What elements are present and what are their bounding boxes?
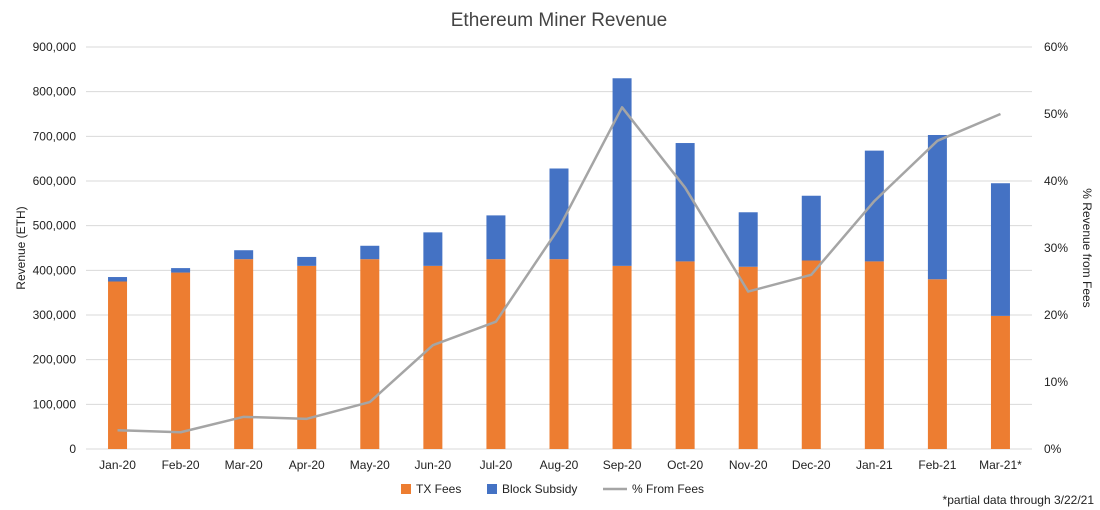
bar-block-subsidy: [990, 183, 1010, 316]
y-tick-label: 600,000: [33, 174, 77, 188]
bar-tx-fees: [423, 265, 443, 449]
fee-share-line: [117, 106, 1001, 434]
x-tick-label: May-20: [350, 458, 390, 472]
legend-label-block-subsidy: Block Subsidy: [502, 482, 577, 496]
y-axis-label: Revenue (ETH): [14, 206, 28, 289]
bar-tx-fees: [549, 259, 569, 449]
y-tick-label: 800,000: [33, 85, 77, 99]
y2-axis-label: % Revenue from Fees: [1080, 188, 1094, 307]
bar-block-subsidy: [171, 268, 191, 273]
bar-block-subsidy: [675, 143, 695, 262]
x-tick-label: Jun-20: [415, 458, 452, 472]
bar-tx-fees: [234, 259, 254, 449]
x-axis-ticks: Jan-20 Feb-20 Mar-20 Apr-20 May-20 Jun-20 Jul-…: [99, 458, 1022, 472]
x-tick-label: Nov-20: [729, 458, 768, 472]
bar-tx-fees: [927, 279, 947, 449]
x-tick-label: Aug-20: [540, 458, 579, 472]
left-axis-ticks: 0 100,000 200,000 300,000 400,000 500,000 600,…: [33, 40, 77, 456]
bar-block-subsidy: [297, 256, 317, 266]
bar-block-subsidy: [612, 78, 632, 266]
bar-block-subsidy: [738, 212, 758, 267]
bar-tx-fees: [801, 260, 821, 449]
bar-tx-fees: [297, 265, 317, 449]
x-tick-label: Mar-20: [225, 458, 263, 472]
y2-tick-label: 50%: [1044, 107, 1068, 121]
y2-tick-label: 30%: [1044, 241, 1068, 255]
x-tick-label: Jan-20: [99, 458, 136, 472]
y-tick-label: 400,000: [33, 263, 77, 277]
y2-tick-label: 20%: [1044, 308, 1068, 322]
y-tick-label: 500,000: [33, 219, 77, 233]
legend-swatch-tx-fees: [401, 484, 411, 494]
bar-block-subsidy: [486, 215, 506, 260]
legend-label-fee-share: % From Fees: [632, 482, 704, 496]
bar-block-subsidy: [801, 195, 821, 261]
footnote: *partial data through 3/22/21: [943, 493, 1095, 507]
y-tick-label: 0: [69, 442, 76, 456]
bar-tx-fees: [738, 266, 758, 449]
bar-tx-fees: [990, 315, 1010, 449]
x-tick-label: Dec-20: [792, 458, 831, 472]
legend-label-tx-fees: TX Fees: [416, 482, 461, 496]
bar-block-subsidy: [927, 134, 947, 280]
x-tick-label: Feb-20: [162, 458, 200, 472]
x-tick-label: Sep-20: [603, 458, 642, 472]
y-tick-label: 100,000: [33, 397, 77, 411]
bar-block-subsidy: [423, 232, 443, 266]
y-tick-label: 900,000: [33, 40, 77, 54]
bar-block-subsidy: [360, 245, 380, 260]
bar-tx-fees: [171, 272, 191, 449]
y-tick-label: 700,000: [33, 129, 77, 143]
x-tick-label: Jul-20: [480, 458, 513, 472]
y2-tick-label: 60%: [1044, 40, 1068, 54]
right-axis-ticks: 0% 10% 20% 30% 40% 50% 60%: [1044, 40, 1068, 456]
bar-tx-fees: [612, 265, 632, 449]
y2-tick-label: 10%: [1044, 375, 1068, 389]
legend: TX Fees Block Subsidy % From Fees: [401, 482, 704, 496]
bar-block-subsidy: [108, 277, 128, 282]
bar-tx-fees: [360, 259, 380, 449]
bar-tx-fees: [108, 281, 128, 449]
y-tick-label: 300,000: [33, 308, 77, 322]
bars: [108, 78, 1010, 449]
y-tick-label: 200,000: [33, 353, 77, 367]
x-tick-label: Mar-21*: [979, 458, 1022, 472]
bar-block-subsidy: [864, 150, 884, 262]
bar-block-subsidy: [234, 250, 254, 260]
legend-swatch-block-subsidy: [487, 484, 497, 494]
x-tick-label: Apr-20: [289, 458, 325, 472]
fee-share-line-layer: [117, 106, 1001, 434]
bar-tx-fees: [675, 261, 695, 449]
y2-tick-label: 40%: [1044, 174, 1068, 188]
y2-tick-label: 0%: [1044, 442, 1062, 456]
x-tick-label: Feb-21: [918, 458, 956, 472]
chart-title: Ethereum Miner Revenue: [451, 10, 668, 31]
x-tick-label: Jan-21: [856, 458, 893, 472]
x-tick-label: Oct-20: [667, 458, 703, 472]
bar-tx-fees: [486, 259, 506, 449]
bar-tx-fees: [864, 261, 884, 449]
